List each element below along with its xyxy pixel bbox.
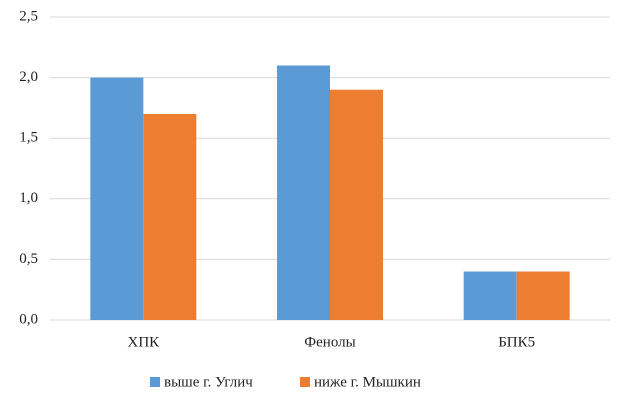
legend-label: ниже г. Мышкин xyxy=(314,374,421,390)
y-tick-label: 0,5 xyxy=(19,251,38,267)
bar xyxy=(463,271,517,320)
x-tick-label: Фенолы xyxy=(304,334,355,350)
y-tick-label: 2,5 xyxy=(19,8,38,24)
bar xyxy=(90,77,144,320)
bar xyxy=(277,65,330,320)
legend-swatch xyxy=(150,377,160,387)
bar xyxy=(516,271,570,320)
legend-swatch xyxy=(300,377,310,387)
x-tick-label: ХПК xyxy=(127,334,160,350)
x-tick-label: БПК5 xyxy=(498,334,535,350)
y-tick-label: 1,0 xyxy=(19,190,38,206)
y-tick-label: 0,0 xyxy=(19,311,38,327)
y-tick-label: 2,0 xyxy=(19,69,38,85)
legend-label: выше г. Углич xyxy=(164,374,253,390)
y-tick-label: 1,5 xyxy=(19,130,38,146)
bar xyxy=(143,113,197,321)
bar xyxy=(330,89,383,320)
